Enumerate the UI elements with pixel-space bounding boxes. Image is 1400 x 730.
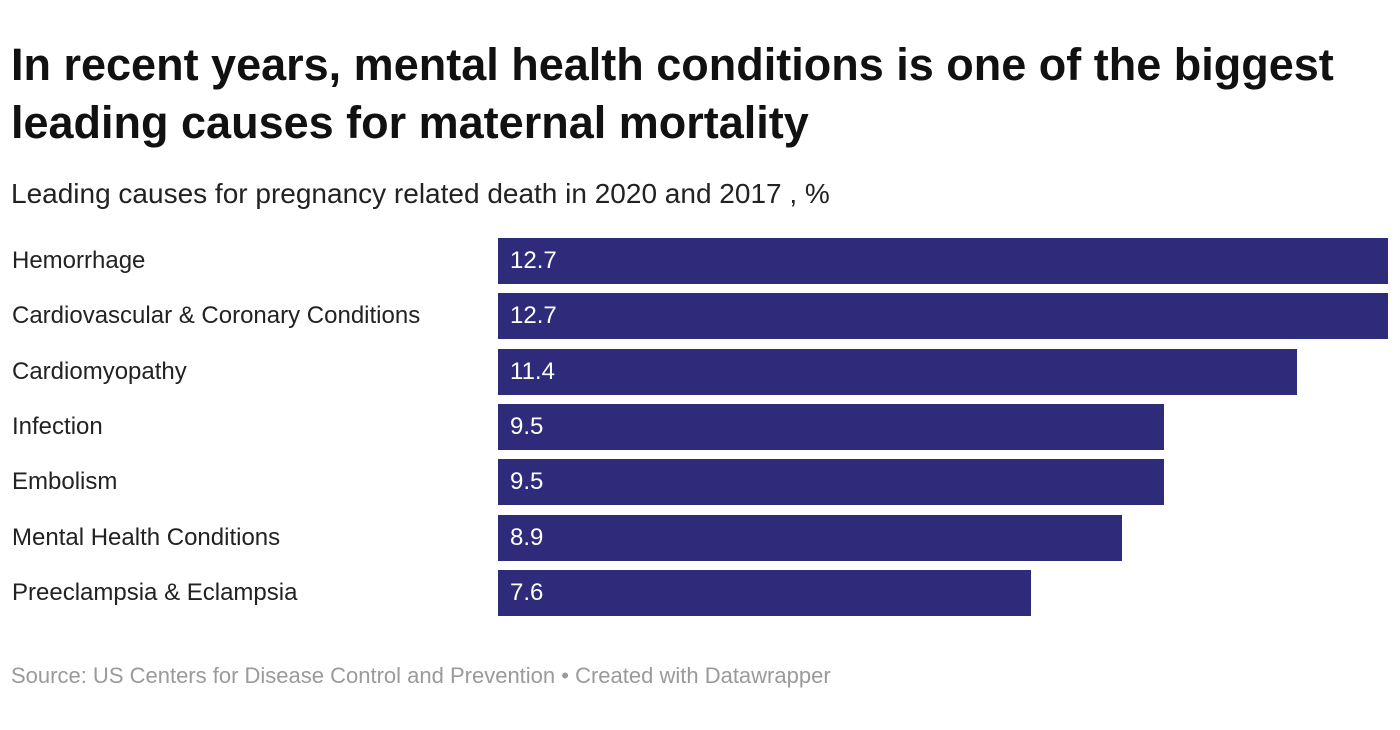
bar-value-label: 9.5 bbox=[510, 412, 544, 440]
category-label: Mental Health Conditions bbox=[12, 523, 281, 551]
category-label: Cardiomyopathy bbox=[12, 357, 187, 385]
category-label: Hemorrhage bbox=[12, 247, 146, 274]
category-label: Infection bbox=[12, 412, 103, 440]
bar: 9.5 bbox=[498, 459, 1164, 506]
bar-value-label: 8.9 bbox=[510, 523, 544, 551]
bar: 11.4 bbox=[498, 348, 1297, 395]
category-label: Preeclampsia & Eclampsia bbox=[12, 578, 298, 606]
bar: 12.7 bbox=[498, 238, 1388, 284]
bar-value-label: 9.5 bbox=[510, 468, 544, 496]
source-note: Source: US Centers for Disease Control a… bbox=[11, 663, 831, 688]
bar: 8.9 bbox=[498, 514, 1122, 561]
category-label: Embolism bbox=[12, 468, 118, 496]
chart-subtitle: Leading causes for pregnancy related dea… bbox=[11, 178, 830, 209]
bar-value-label: 7.6 bbox=[510, 578, 544, 606]
bar: 12.7 bbox=[498, 293, 1388, 340]
bar: 9.5 bbox=[498, 403, 1164, 450]
bar-value-label: 12.7 bbox=[510, 302, 557, 330]
bar-value-label: 12.7 bbox=[510, 247, 557, 274]
bar-value-label: 11.4 bbox=[510, 357, 555, 385]
category-label: Cardiovascular & Coronary Conditions bbox=[12, 302, 421, 330]
chart-title: In recent years, mental health condition… bbox=[11, 39, 1334, 148]
bar: 7.6 bbox=[498, 569, 1031, 616]
